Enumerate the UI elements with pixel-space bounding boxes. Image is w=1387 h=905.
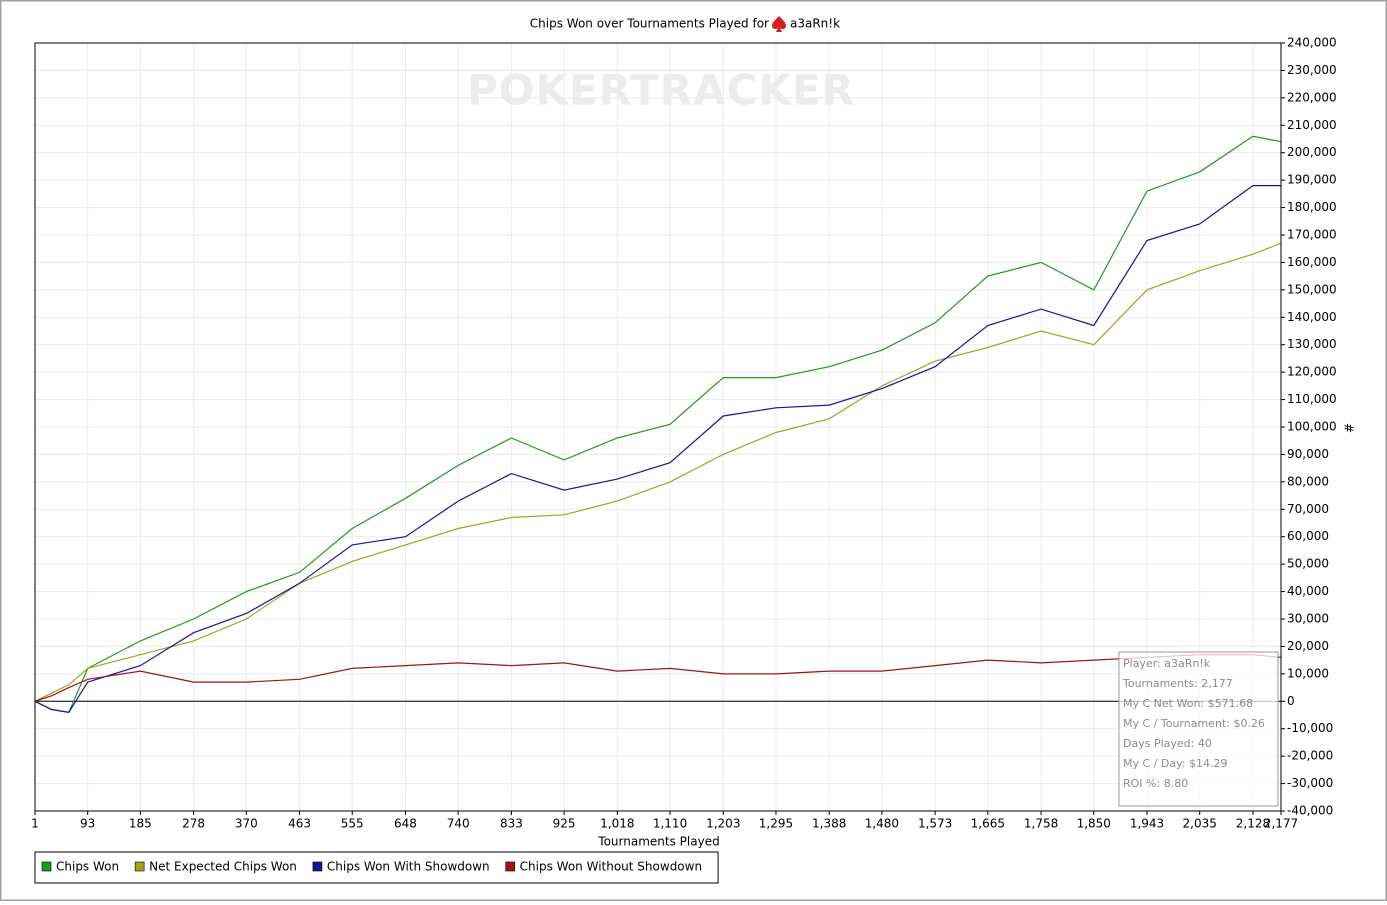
x-tick-label: 925 xyxy=(553,817,576,831)
x-tick-label: 555 xyxy=(341,817,364,831)
y-tick-label: 150,000 xyxy=(1287,282,1337,296)
series-line xyxy=(34,654,1282,702)
y-tick-label: 90,000 xyxy=(1287,447,1329,461)
x-tick-label: 1,388 xyxy=(812,817,846,831)
x-tick-label: 2,128 xyxy=(1236,817,1270,831)
x-tick-label: 1,203 xyxy=(706,817,740,831)
x-tick-label: 278 xyxy=(182,817,205,831)
series-line xyxy=(34,135,1282,713)
legend-label: Chips Won xyxy=(56,860,119,874)
y-tick-label: 190,000 xyxy=(1287,173,1337,187)
info-line: ROI %: 8.80 xyxy=(1123,777,1188,790)
x-tick-label: 1,573 xyxy=(918,817,952,831)
series-line xyxy=(34,242,1282,702)
info-line: My C Net Won: $571.68 xyxy=(1123,697,1253,710)
y-tick-label: 50,000 xyxy=(1287,557,1329,571)
y-axis-title: # xyxy=(1342,423,1356,433)
legend-label: Chips Won Without Showdown xyxy=(520,860,702,874)
legend-swatch xyxy=(41,861,52,872)
info-line: Days Played: 40 xyxy=(1123,737,1212,750)
x-tick-label: 648 xyxy=(394,817,417,831)
x-tick-label: 2,177 xyxy=(1264,817,1298,831)
x-tick-label: 1,758 xyxy=(1024,817,1058,831)
legend-label: Chips Won With Showdown xyxy=(327,860,490,874)
y-tick-label: 220,000 xyxy=(1287,90,1337,104)
x-tick-label: 93 xyxy=(80,817,95,831)
x-tick-label: 1 xyxy=(31,817,39,831)
info-line: My C / Tournament: $0.26 xyxy=(1123,717,1265,730)
series-line xyxy=(34,185,1281,713)
y-tick-label: 10,000 xyxy=(1287,666,1329,680)
y-tick-label: 120,000 xyxy=(1287,365,1337,379)
y-tick-label: 180,000 xyxy=(1287,200,1337,214)
y-tick-label: 230,000 xyxy=(1287,63,1337,77)
chart-title: Chips Won over Tournaments Played for xyxy=(530,17,769,31)
x-tick-label: 833 xyxy=(500,817,523,831)
x-tick-label: 463 xyxy=(288,817,311,831)
legend-swatch xyxy=(505,861,515,872)
y-tick-label: 240,000 xyxy=(1287,36,1337,50)
x-tick-label: 1,665 xyxy=(971,817,1005,831)
info-box xyxy=(1118,651,1279,807)
y-tick-label: 130,000 xyxy=(1287,337,1337,351)
x-tick-label: 1,943 xyxy=(1130,817,1164,831)
spade-icon xyxy=(772,16,786,32)
x-tick-label: 185 xyxy=(129,817,152,831)
x-tick-label: 1,480 xyxy=(865,817,899,831)
x-tick-label: 1,018 xyxy=(600,817,634,831)
y-tick-label: 20,000 xyxy=(1287,639,1329,653)
y-tick-label: -30,000 xyxy=(1287,776,1333,790)
y-tick-label: -40,000 xyxy=(1287,804,1333,818)
x-tick-label: 1,295 xyxy=(759,817,793,831)
y-tick-label: 70,000 xyxy=(1287,502,1329,516)
y-tick-label: 30,000 xyxy=(1287,612,1329,626)
y-tick-label: 200,000 xyxy=(1287,145,1337,159)
info-line: My C / Day: $14.29 xyxy=(1123,757,1228,770)
x-tick-label: 1,850 xyxy=(1077,817,1111,831)
x-tick-label: 740 xyxy=(447,817,470,831)
x-tick-label: 370 xyxy=(235,817,258,831)
watermark: POKERTRACKER xyxy=(467,66,855,115)
y-tick-label: 0 xyxy=(1287,694,1295,708)
x-tick-label: 2,035 xyxy=(1183,817,1217,831)
legend-box xyxy=(34,851,719,884)
legend-swatch xyxy=(312,861,323,872)
y-tick-label: 140,000 xyxy=(1287,310,1337,324)
info-line: Tournaments: 2,177 xyxy=(1122,677,1233,690)
y-tick-label: 210,000 xyxy=(1287,118,1337,132)
x-tick-label: 1,110 xyxy=(653,817,687,831)
legend-label: Net Expected Chips Won xyxy=(149,860,297,874)
y-tick-label: 80,000 xyxy=(1287,474,1329,488)
plot-border xyxy=(34,42,1282,812)
y-tick-label: 100,000 xyxy=(1287,420,1337,434)
y-tick-label: -20,000 xyxy=(1287,749,1333,763)
y-tick-label: 170,000 xyxy=(1287,228,1337,242)
legend-swatch xyxy=(134,861,145,872)
y-tick-label: -10,000 xyxy=(1287,721,1333,735)
y-tick-label: 60,000 xyxy=(1287,529,1329,543)
info-line: Player: a3aRn!k xyxy=(1123,657,1211,670)
y-tick-label: 160,000 xyxy=(1287,255,1337,269)
chart-title-player: a3aRn!k xyxy=(790,17,840,31)
y-tick-label: 110,000 xyxy=(1287,392,1337,406)
x-axis-title: Tournaments Played xyxy=(597,835,719,849)
y-tick-label: 40,000 xyxy=(1287,584,1329,598)
